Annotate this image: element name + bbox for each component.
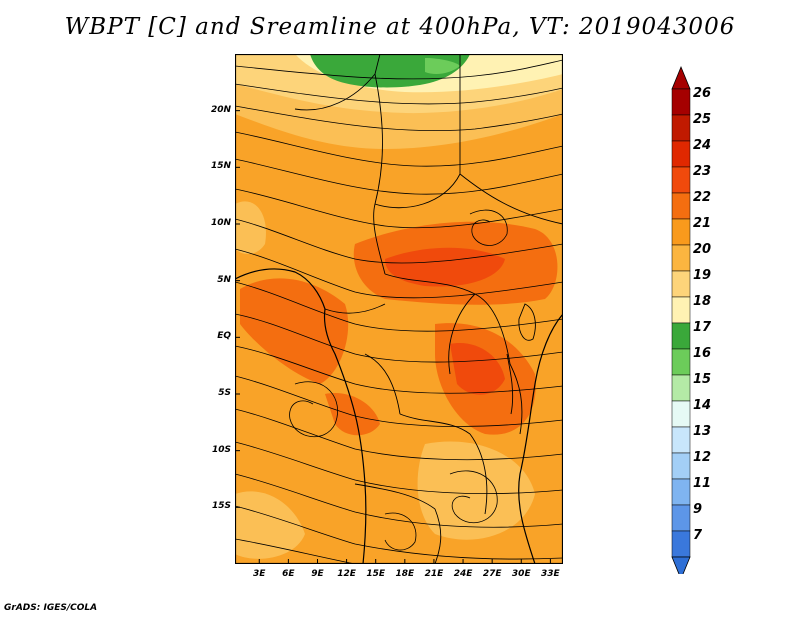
lat-tick-label: EQ xyxy=(217,331,231,342)
colorbar-segment xyxy=(671,166,691,194)
lake-outline xyxy=(506,303,536,415)
colorbar-segment xyxy=(671,478,691,506)
colorbar-label: 16 xyxy=(693,346,712,361)
colorbar-segment xyxy=(671,218,691,246)
longitude-tick-marks xyxy=(258,559,551,564)
coastline-west-africa xyxy=(235,268,367,564)
colorbar-label: 26 xyxy=(693,86,712,101)
lon-tick-label: 30E xyxy=(511,569,531,579)
map-title: WBPT [C] and Sreamline at 400hPa, VT: 20… xyxy=(64,14,736,40)
lat-tick-label: 5S xyxy=(218,388,231,398)
map-frame xyxy=(235,54,563,564)
colorbar-segment xyxy=(671,296,691,324)
lon-tick-label: 24E xyxy=(453,569,473,579)
colorbar-top-arrow xyxy=(671,65,691,90)
lon-tick-label: 12E xyxy=(337,569,356,579)
lat-tick-label: 5N xyxy=(217,274,231,285)
lon-tick-label: 21E xyxy=(424,569,444,579)
wbpt-field-16c-patch xyxy=(425,58,460,74)
colorbar-segment xyxy=(671,504,691,532)
lat-tick-label: 10S xyxy=(211,444,231,455)
colorbar-label: 17 xyxy=(693,320,712,335)
lat-tick-label: 20N xyxy=(210,104,231,115)
colorbar-label: 25 xyxy=(693,112,712,127)
wbpt-field-20c-west xyxy=(235,201,266,254)
colorbar-segment xyxy=(671,192,691,220)
colorbar-bottom-arrow xyxy=(671,556,691,574)
colorbar-label: 11 xyxy=(693,476,712,491)
colorbar-segment xyxy=(671,322,691,350)
wbpt-field-20c-south xyxy=(417,441,535,540)
wbpt-field-23c-east xyxy=(450,343,505,395)
colorbar-label: 21 xyxy=(693,216,712,231)
colorbar-segment xyxy=(671,426,691,454)
lon-tick-label: 3E xyxy=(253,569,266,579)
colorbar-label: 18 xyxy=(693,294,712,309)
colorbar-segment xyxy=(671,452,691,480)
colorbar-segment xyxy=(671,270,691,298)
colorbar-segment xyxy=(671,140,691,168)
colorbar-label: 13 xyxy=(693,424,712,439)
lon-tick-label: 6E xyxy=(282,569,295,579)
colorbar-segment xyxy=(671,244,691,272)
coastline-east-africa xyxy=(518,313,563,564)
colorbar-label: 22 xyxy=(693,190,712,205)
colorbar xyxy=(671,65,691,574)
colorbar-label: 12 xyxy=(693,450,712,465)
wbpt-field-22c-west xyxy=(240,278,349,384)
colorbar-segment xyxy=(671,348,691,376)
colorbar-label: 14 xyxy=(693,398,712,413)
colorbar-label: 23 xyxy=(693,164,712,179)
colorbar-segment xyxy=(671,400,691,428)
lat-tick-label: 10N xyxy=(210,218,231,228)
colorbar-segment xyxy=(671,530,691,558)
lon-tick-label: 33E xyxy=(541,569,560,579)
colorbar-segment xyxy=(671,88,691,116)
wbpt-field-22c-south xyxy=(325,393,380,436)
streamlines xyxy=(235,59,563,564)
lon-tick-label: 9E xyxy=(311,569,324,579)
lon-tick-label: 15E xyxy=(366,569,386,579)
colorbar-label: 24 xyxy=(693,138,712,153)
colorbar-label: 19 xyxy=(693,268,712,283)
colorbar-label: 15 xyxy=(693,372,712,387)
grads-credit: GrADS: IGES/COLA xyxy=(4,603,98,613)
colorbar-label: 20 xyxy=(693,242,712,257)
colorbar-segment xyxy=(671,114,691,142)
lon-tick-label: 18E xyxy=(395,569,415,579)
colorbar-segment xyxy=(671,374,691,402)
map-panel xyxy=(235,54,563,564)
latitude-tick-marks xyxy=(235,110,240,508)
lat-tick-label: 15S xyxy=(211,501,231,512)
lat-tick-label: 15N xyxy=(210,161,231,172)
colorbar-label: 7 xyxy=(693,528,703,543)
colorbar-label: 9 xyxy=(693,502,703,517)
lon-tick-label: 27E xyxy=(482,569,502,579)
